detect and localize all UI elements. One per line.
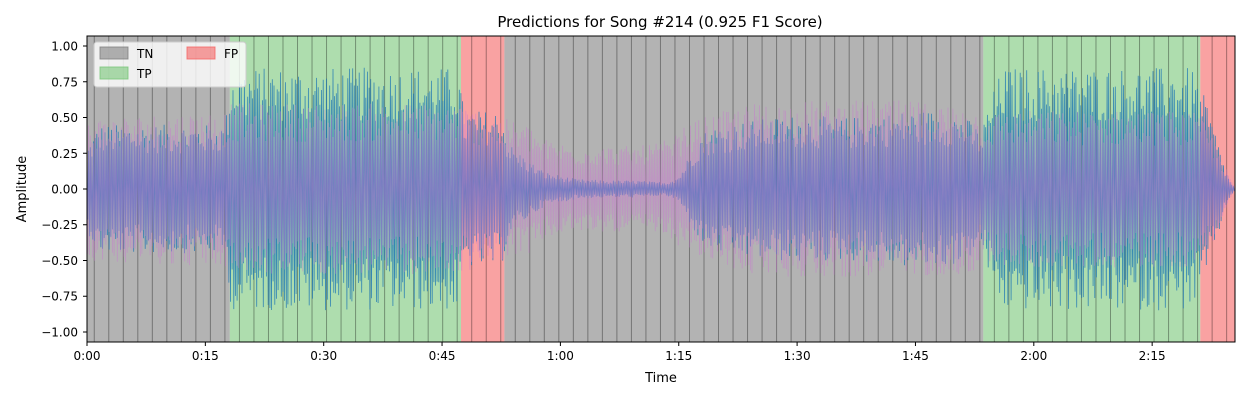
legend-swatch-fp [186, 46, 216, 60]
y-tick-label: 1.00 [51, 40, 78, 54]
legend-swatch-tn [99, 46, 129, 60]
x-tick-label: 1:00 [547, 349, 574, 363]
legend: TN TP FP [93, 41, 247, 88]
x-tick-label: 0:15 [192, 349, 219, 363]
y-axis: −1.00 −0.75 −0.50 −0.25 0.00 0.25 0.50 0.75 1.00 [41, 40, 87, 339]
x-tick-label: 0:45 [429, 349, 456, 363]
y-tick-label: −1.00 [41, 325, 78, 339]
x-tick-label: 0:30 [310, 349, 337, 363]
y-tick-label: 0.50 [51, 111, 78, 125]
x-tick-label: 1:45 [902, 349, 929, 363]
waveform-series [86, 67, 1236, 311]
legend-label-tn: TN [136, 47, 153, 61]
y-tick-label: 0.25 [51, 147, 78, 161]
y-tick-label: 0.00 [51, 183, 78, 197]
y-tick-label: −0.25 [41, 218, 78, 232]
y-tick-label: −0.50 [41, 254, 78, 268]
chart-title: Predictions for Song #214 (0.925 F1 Scor… [497, 13, 822, 31]
x-axis-label: Time [644, 371, 677, 386]
legend-label-tp: TP [136, 67, 152, 81]
x-tick-label: 2:15 [1139, 349, 1166, 363]
x-tick-label: 0:00 [74, 349, 101, 363]
x-tick-label: 2:00 [1020, 349, 1047, 363]
y-axis-label: Amplitude [15, 156, 30, 223]
y-tick-label: −0.75 [41, 290, 78, 304]
x-axis: 0:00 0:15 0:30 0:45 1:00 1:15 1:30 1:45 2:00 2:15 [74, 342, 1166, 363]
x-tick-label: 1:30 [784, 349, 811, 363]
legend-label-fp: FP [224, 47, 238, 61]
y-tick-label: 0.75 [51, 75, 78, 89]
waveform-series-2 [86, 100, 1236, 277]
x-tick-label: 1:15 [665, 349, 692, 363]
legend-swatch-tp [99, 66, 129, 80]
